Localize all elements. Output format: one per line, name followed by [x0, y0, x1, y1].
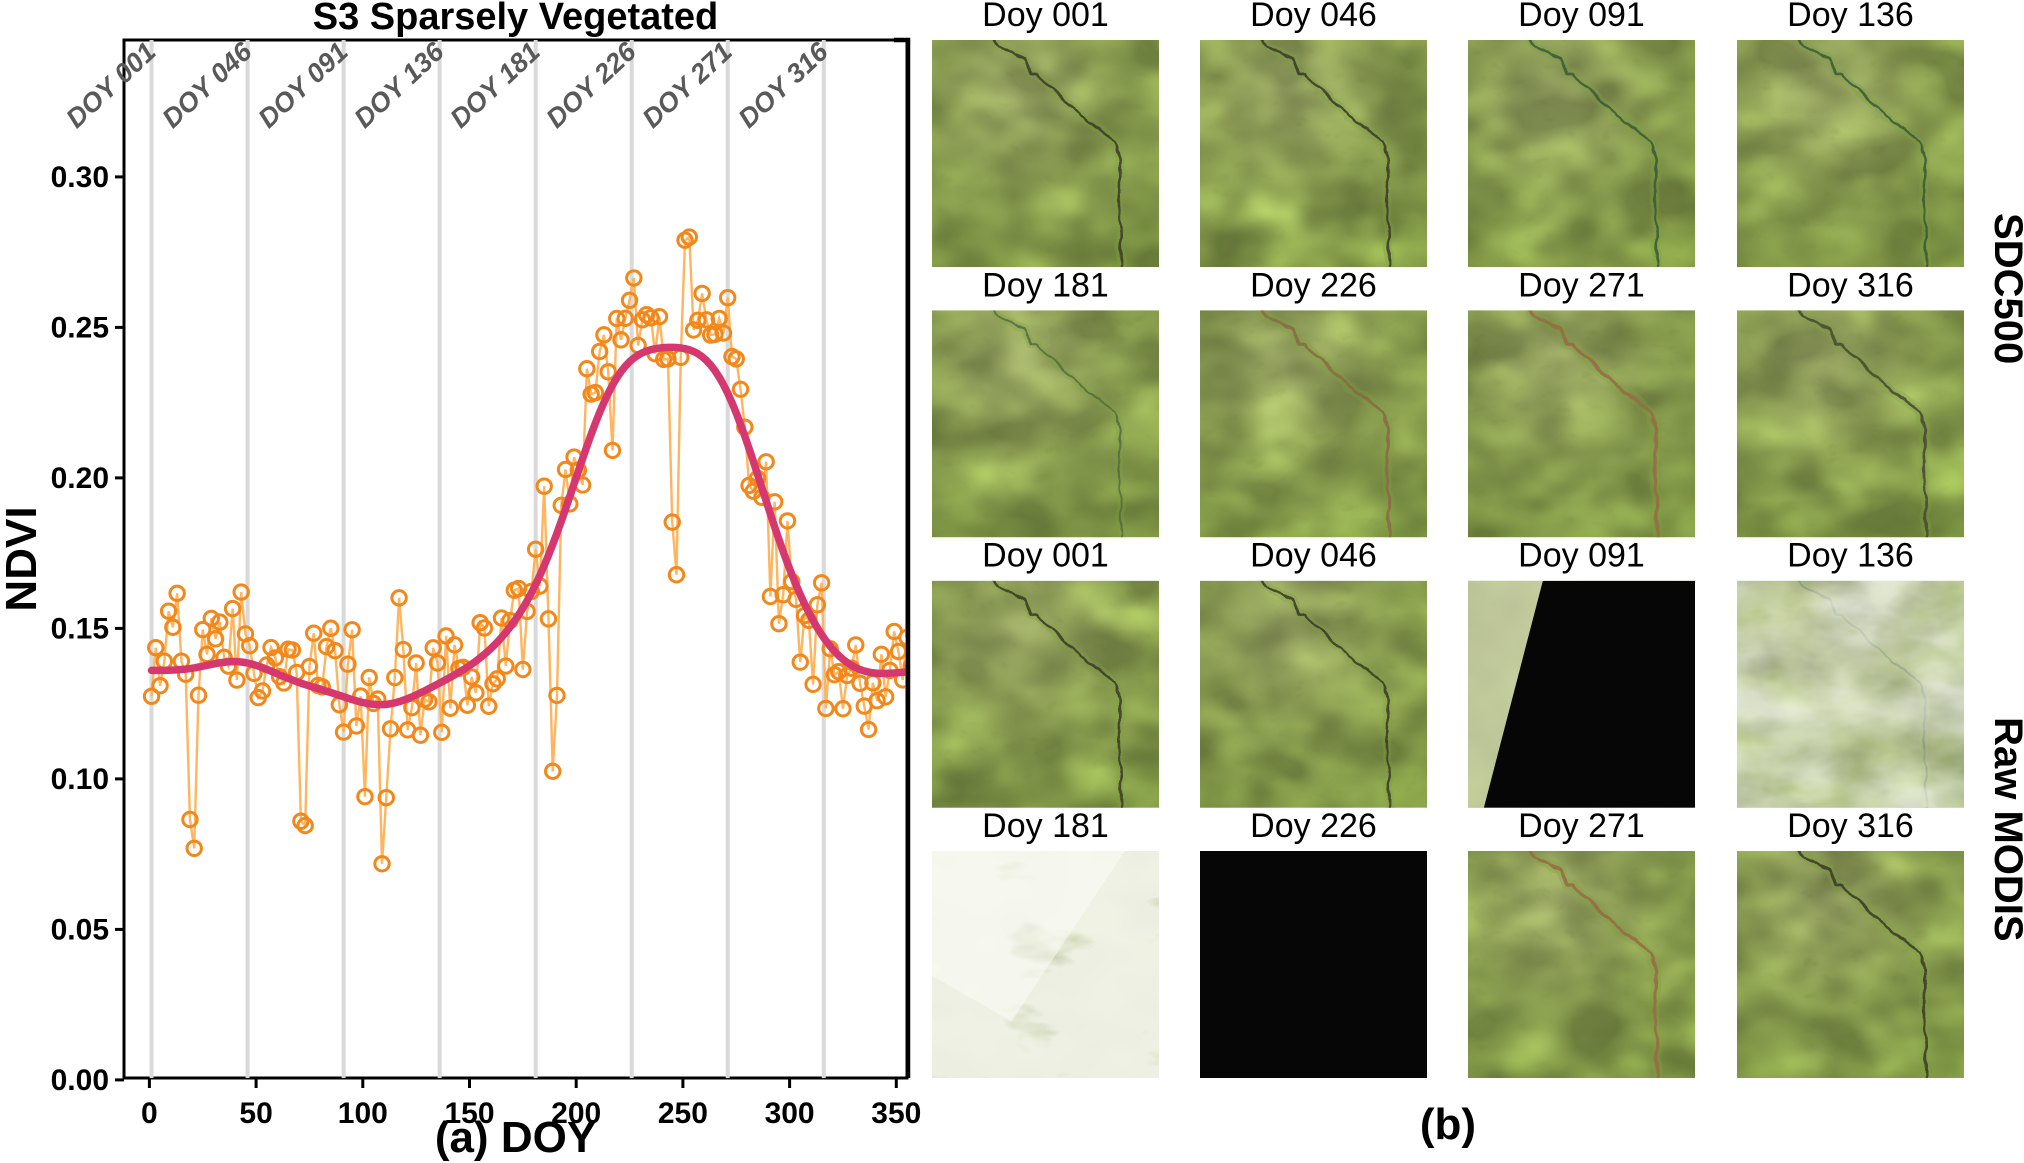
svg-text:Raw MODIS: Raw MODIS — [1986, 717, 2024, 941]
svg-text:S3 Sparsely Vegetated: S3 Sparsely Vegetated — [313, 0, 719, 38]
svg-text:DOY 136: DOY 136 — [348, 36, 450, 134]
svg-text:DOY 001: DOY 001 — [60, 36, 161, 133]
svg-text:0.20: 0.20 — [51, 462, 109, 495]
svg-text:Doy 136: Doy 136 — [1787, 537, 1914, 575]
svg-text:Doy 271: Doy 271 — [1518, 266, 1645, 304]
svg-text:Doy 046: Doy 046 — [1250, 0, 1377, 34]
svg-text:(b): (b) — [1420, 1100, 1476, 1149]
svg-text:Doy 091: Doy 091 — [1518, 537, 1645, 575]
svg-text:Doy 316: Doy 316 — [1787, 807, 1914, 845]
svg-text:DOY 226: DOY 226 — [540, 36, 642, 134]
svg-text:0.00: 0.00 — [51, 1064, 109, 1097]
svg-text:Doy 001: Doy 001 — [982, 0, 1109, 34]
svg-text:Doy 271: Doy 271 — [1518, 807, 1645, 845]
svg-text:Doy 226: Doy 226 — [1250, 266, 1377, 304]
svg-text:Doy 091: Doy 091 — [1518, 0, 1645, 34]
svg-text:DOY 181: DOY 181 — [444, 36, 545, 133]
svg-text:Doy 316: Doy 316 — [1787, 266, 1914, 304]
svg-text:0.15: 0.15 — [51, 612, 109, 645]
svg-text:250: 250 — [658, 1097, 708, 1130]
svg-text:300: 300 — [765, 1097, 815, 1130]
svg-text:50: 50 — [239, 1097, 272, 1130]
svg-text:Doy 226: Doy 226 — [1250, 807, 1377, 845]
svg-text:DOY 316: DOY 316 — [733, 36, 835, 134]
svg-text:350: 350 — [871, 1097, 921, 1130]
svg-text:DOY 091: DOY 091 — [252, 36, 353, 133]
svg-text:(a) DOY: (a) DOY — [435, 1113, 596, 1162]
svg-text:0.25: 0.25 — [51, 311, 109, 344]
svg-text:0.05: 0.05 — [51, 913, 109, 946]
svg-text:Doy 181: Doy 181 — [982, 807, 1109, 845]
svg-text:DOY 271: DOY 271 — [636, 36, 737, 133]
svg-text:DOY 046: DOY 046 — [156, 36, 258, 134]
svg-text:100: 100 — [338, 1097, 388, 1130]
svg-text:Doy 136: Doy 136 — [1787, 0, 1914, 34]
svg-text:0.10: 0.10 — [51, 763, 109, 796]
svg-text:Doy 001: Doy 001 — [982, 537, 1109, 575]
svg-text:NDVI: NDVI — [0, 506, 46, 611]
svg-text:0.30: 0.30 — [51, 161, 109, 194]
svg-text:SDC500: SDC500 — [1986, 213, 2024, 364]
svg-text:Doy 046: Doy 046 — [1250, 537, 1377, 575]
svg-text:0: 0 — [141, 1097, 158, 1130]
svg-text:Doy 181: Doy 181 — [982, 266, 1109, 304]
